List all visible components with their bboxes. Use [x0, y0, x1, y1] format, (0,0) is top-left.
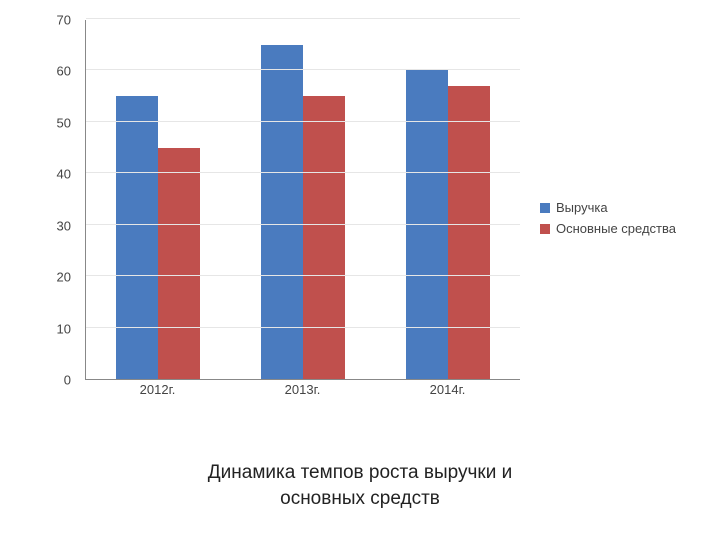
y-tick-label: 50 — [57, 115, 71, 130]
y-tick-label: 70 — [57, 13, 71, 28]
y-tick-label: 60 — [57, 64, 71, 79]
y-axis: 010203040506070 — [0, 20, 85, 420]
legend-label: Выручка — [556, 200, 608, 215]
legend-swatch — [540, 224, 550, 234]
grid-line — [86, 327, 520, 328]
bar — [116, 96, 158, 379]
legend-item: Выручка — [540, 200, 676, 215]
bar-group — [231, 20, 376, 379]
bar-group — [86, 20, 231, 379]
y-tick-label: 20 — [57, 270, 71, 285]
plot-area — [85, 20, 520, 380]
grid-line — [86, 121, 520, 122]
legend-swatch — [540, 203, 550, 213]
y-tick-label: 40 — [57, 167, 71, 182]
y-tick-label: 10 — [57, 321, 71, 336]
x-axis-label: 2014г. — [375, 382, 520, 397]
x-axis-label: 2012г. — [85, 382, 230, 397]
y-tick-label: 0 — [64, 373, 71, 388]
grid-line — [86, 69, 520, 70]
caption-line-1: Динамика темпов роста выручки и — [208, 462, 512, 483]
bar — [448, 86, 490, 379]
legend-label: Основные средства — [556, 221, 676, 236]
bar — [406, 70, 448, 379]
caption-line-2: основных средств — [280, 488, 440, 509]
grid-line — [86, 18, 520, 19]
bar — [158, 148, 200, 379]
legend-item: Основные средства — [540, 221, 676, 236]
bars-layer — [86, 20, 520, 379]
bar-group — [375, 20, 520, 379]
bar — [303, 96, 345, 379]
bar — [261, 45, 303, 379]
grid-line — [86, 172, 520, 173]
chart-caption: Динамика темпов роста выручки и основных… — [0, 460, 720, 511]
grid-line — [86, 224, 520, 225]
x-axis-labels: 2012г.2013г.2014г. — [85, 382, 520, 397]
chart-wrapper: 0 10 20 30 40 50 60 70 2012г.2013г.2014г. Выруч… — [0, 0, 720, 540]
y-tick-label: 30 — [57, 218, 71, 233]
legend: Выручка Основные средства — [540, 200, 676, 242]
x-axis-label: 2013г. — [230, 382, 375, 397]
grid-line — [86, 275, 520, 276]
